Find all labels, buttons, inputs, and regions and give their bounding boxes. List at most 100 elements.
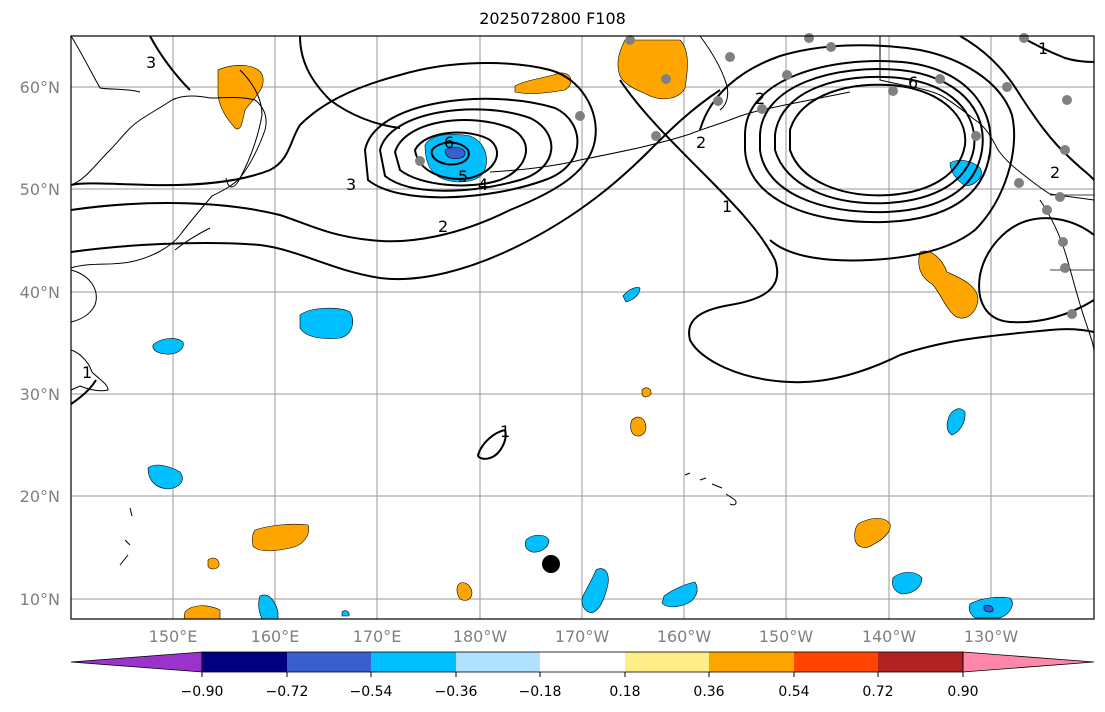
russia-north-coast: [70, 35, 141, 93]
orange-region: [617, 39, 688, 100]
asia-coast: [70, 95, 267, 269]
lon-labels: 150°E 160°E 170°E 180°W 170°W 160°W 150°…: [149, 627, 1019, 646]
orange-region: [252, 523, 309, 552]
blue-region: [152, 338, 184, 355]
colorbar: −0.90 −0.72 −0.54 −0.36 −0.18 0.18 0.36 …: [70, 651, 1095, 700]
orange-region: [641, 387, 652, 398]
station-dot: [661, 74, 671, 84]
lon-label: 170°W: [555, 627, 610, 646]
blue-region: [622, 287, 641, 303]
station-dot: [1002, 82, 1012, 92]
lon-label: 150°E: [149, 627, 198, 646]
shaded-regions: [147, 39, 1013, 620]
station-dot: [415, 156, 425, 166]
colorbar-segment: [202, 652, 287, 672]
contour-2-outer: [70, 62, 597, 243]
aleutian-islands: [489, 133, 691, 173]
map-title: 2025072800 F108: [479, 9, 626, 28]
colorbar-tick-label: −0.90: [181, 684, 224, 700]
station-dot: [725, 52, 735, 62]
korea-coast: [70, 349, 109, 392]
orange-region: [207, 557, 220, 570]
west-coast-na: [1039, 199, 1095, 353]
station-dot: [1060, 145, 1070, 155]
contour-inner-6: [430, 141, 470, 166]
lon-label: 130°W: [964, 627, 1019, 646]
colorbar-segment: [794, 652, 878, 672]
lon-label: 170°E: [353, 627, 402, 646]
hawaii-islands: [684, 472, 737, 506]
orange-region: [217, 65, 264, 130]
contour-5-east: [774, 75, 976, 205]
station-dot: [826, 42, 836, 52]
contour-2-east-north: [959, 35, 1095, 181]
station-dot: [1058, 237, 1068, 247]
contour-label: 1: [1038, 39, 1048, 58]
contour-3-northwest: [149, 35, 191, 91]
contour-3-east: [744, 60, 992, 224]
contour-labels: 3 6 5 4 3 2 2 1 2 6 2 1 1 1: [82, 39, 1060, 441]
lat-label: 20°N: [20, 487, 60, 506]
contour-1-southwest: [70, 379, 97, 405]
colorbar-segment: [709, 652, 794, 672]
station-dot: [1055, 192, 1065, 202]
blue-region: [946, 408, 966, 436]
contour-label: 1: [82, 363, 92, 382]
colorbar-tick-label: 0.36: [693, 684, 724, 700]
colorbar-tick-label: 0.72: [862, 684, 893, 700]
map-frame: [70, 35, 1095, 620]
station-dot: [1014, 178, 1024, 188]
contour-lines: [70, 35, 1095, 460]
colorbar-tick-label: 0.18: [609, 684, 640, 700]
contour-3a: [378, 108, 553, 192]
station-dot: [713, 96, 723, 106]
colorbar-segment: [371, 652, 456, 672]
station-dot: [625, 35, 635, 45]
station-dot: [804, 33, 814, 43]
colorbar-tick-label: −0.54: [350, 684, 393, 700]
orange-region: [918, 250, 979, 319]
contour-label: 2: [755, 89, 765, 108]
japan-coast: [70, 269, 97, 323]
contour-2-north: [299, 35, 401, 129]
contour-label: 4: [478, 175, 488, 194]
colorbar-tick-label: −0.18: [519, 684, 562, 700]
station-dot: [1062, 95, 1072, 105]
contour-label: 5: [458, 167, 468, 186]
blue-region: [524, 534, 550, 553]
station-dot: [1019, 33, 1029, 43]
colorbar-tick-label: 0.90: [947, 684, 978, 700]
contour-label: 2: [438, 217, 448, 236]
orange-region: [630, 416, 647, 437]
station-dot: [1042, 205, 1052, 215]
contour-1-northeast: [1019, 35, 1095, 63]
lon-label: 140°W: [862, 627, 917, 646]
lat-label: 60°N: [20, 78, 60, 97]
station-dot: [888, 86, 898, 96]
colorbar-segment: [540, 652, 625, 672]
colorbar-extend-max: [962, 651, 1095, 673]
lon-label: 150°W: [759, 627, 814, 646]
lat-labels: 60°N 50°N 40°N 30°N 20°N 10°N: [20, 78, 60, 609]
blue-region: [147, 464, 183, 490]
station-dot: [1060, 263, 1070, 273]
station-dots: [415, 33, 1077, 319]
lat-label: 40°N: [20, 283, 60, 302]
colorbar-segment: [287, 652, 371, 672]
blue-region: [983, 604, 994, 613]
colorbar-segment: [878, 652, 963, 672]
station-dot: [757, 104, 767, 114]
colorbar-tick-label: 0.54: [778, 684, 809, 700]
black-marker: [542, 555, 560, 573]
orange-region: [183, 605, 221, 620]
lat-label: 30°N: [20, 385, 60, 404]
colorbar-segment: [456, 652, 540, 672]
blue-region: [661, 581, 698, 608]
station-dot: [782, 70, 792, 80]
kamchatka-coast: [225, 69, 263, 188]
orange-region: [456, 582, 473, 601]
station-dot: [575, 111, 585, 121]
contour-label: 3: [346, 175, 356, 194]
kuril-islands: [174, 227, 211, 251]
